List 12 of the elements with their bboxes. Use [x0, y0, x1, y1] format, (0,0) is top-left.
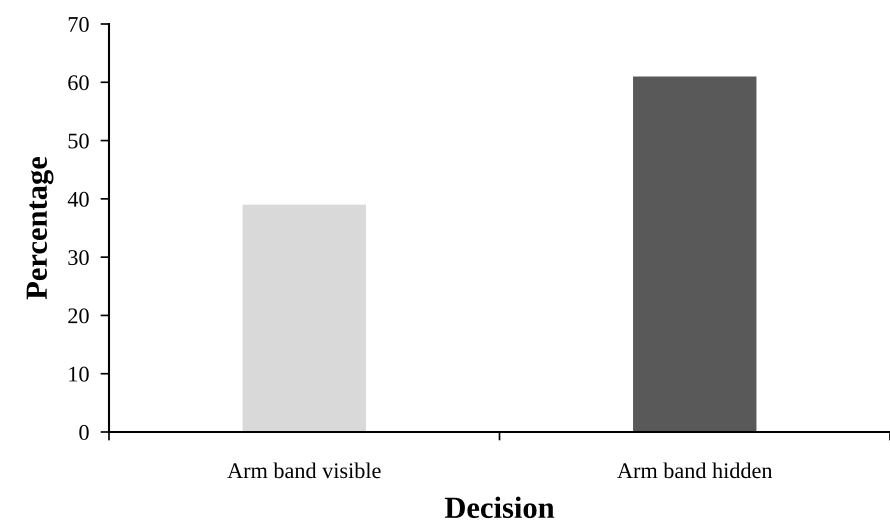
y-tick-label: 50: [68, 134, 89, 148]
y-tick-label: 40: [68, 192, 89, 207]
y-tick-label: 0: [79, 424, 89, 440]
y-tick-label: 10: [69, 366, 89, 382]
x-tick-label: Arm band hidden: [617, 462, 772, 478]
y-tick-label: 30: [68, 250, 89, 266]
y-axis-title: Percentage: [26, 156, 54, 300]
y-tick-label: 20: [68, 308, 89, 324]
x-tick-label: Arm band visible: [227, 462, 381, 478]
y-tick-label: 60: [68, 75, 89, 90]
y-tick-label: 70: [68, 16, 89, 32]
x-axis-title: Decision: [444, 496, 554, 518]
